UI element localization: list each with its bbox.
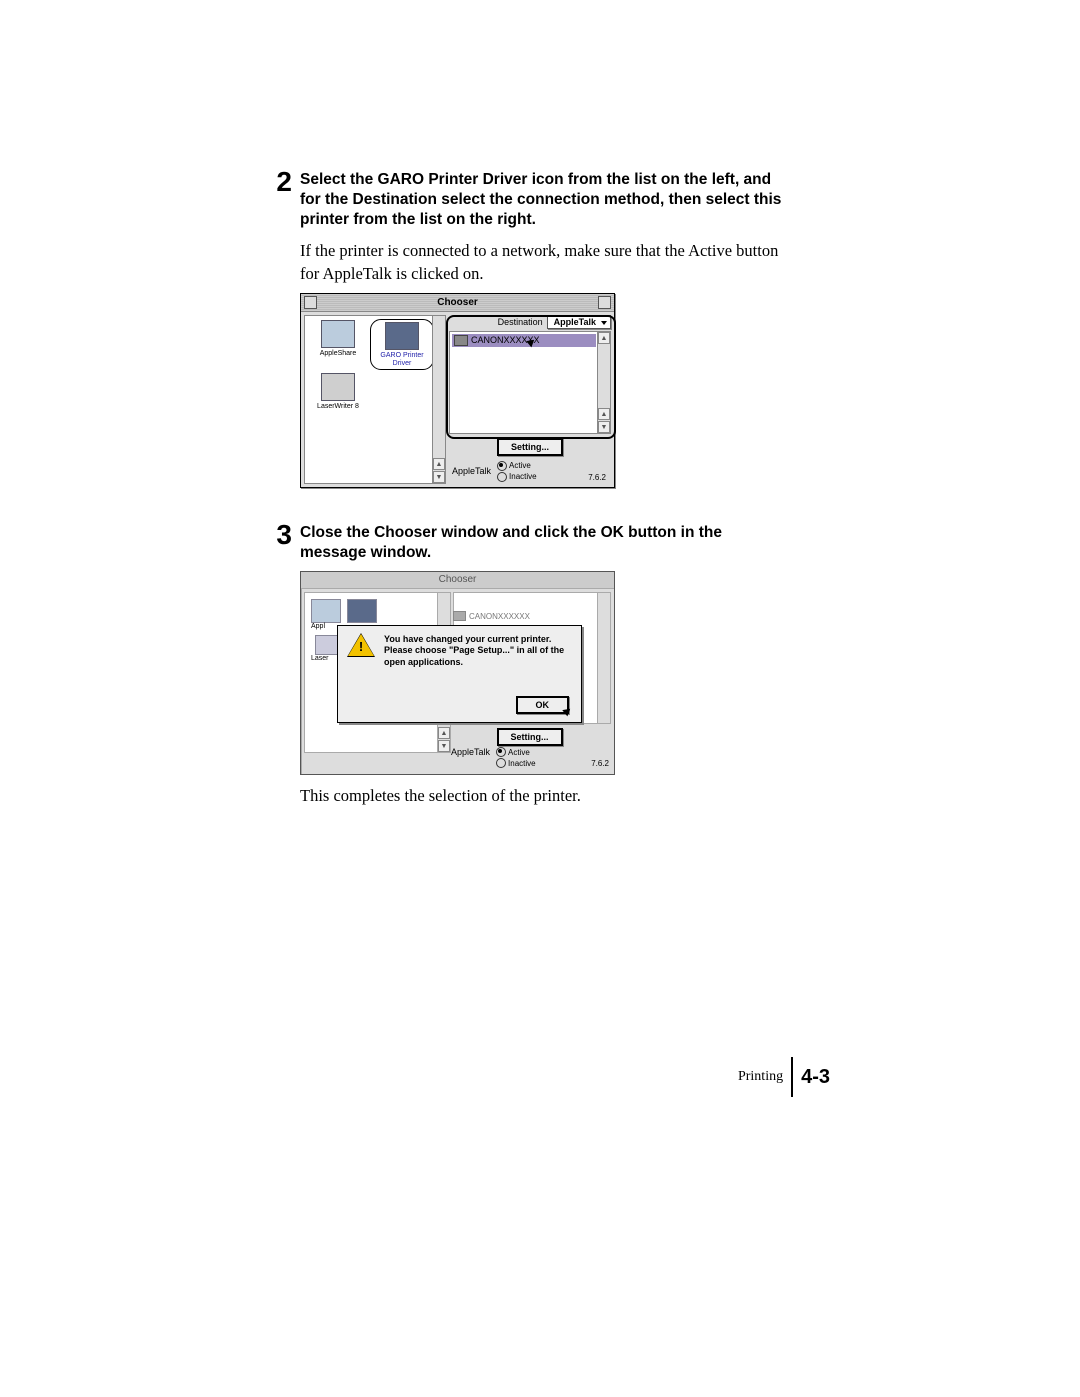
garo-driver-label: GARO Printer Driver <box>373 352 431 367</box>
chooser2-label1: Appl <box>311 623 325 630</box>
step-3-body: Close the Chooser window and click the O… <box>300 523 790 563</box>
footer-divider <box>791 1057 793 1097</box>
appleshare-icon-cell[interactable]: AppleShare <box>309 320 367 369</box>
destination-label: Destination <box>498 317 543 327</box>
chooser1-printer-list: CANONXXXXXX ▲ ▲ ▼ <box>449 331 611 434</box>
chooser2-version: 7.6.2 <box>591 759 611 768</box>
dialog-inner: ! You have changed your current printer.… <box>348 634 571 668</box>
dialog-message: You have changed your current printer. P… <box>384 634 571 668</box>
scroll-down-arrow-icon[interactable]: ▼ <box>598 421 610 433</box>
destination-dropdown[interactable]: AppleTalk <box>547 315 611 329</box>
appleshare-icon <box>321 320 355 348</box>
appleshare-label: AppleShare <box>309 350 367 358</box>
step-3-instruction: Close the Chooser window and click the O… <box>300 523 790 563</box>
chooser2-setting-row: Setting... <box>451 727 608 746</box>
garo-printer-icon <box>385 322 419 350</box>
chooser2-right-scrollbar[interactable] <box>597 593 610 723</box>
setting-button[interactable]: Setting... <box>497 438 563 456</box>
appletalk-label: AppleTalk <box>452 466 491 476</box>
radio-on-icon <box>496 747 506 757</box>
footer-page-number: 4-3 <box>801 1066 830 1089</box>
radio-inactive[interactable]: Inactive <box>497 472 537 482</box>
step-2: 2 Select the GARO Printer Driver icon fr… <box>260 170 790 230</box>
page-footer: Printing 4-3 <box>738 1057 830 1097</box>
printer-list-item: CANONXXXXXX <box>453 611 596 621</box>
radio-active[interactable]: Active <box>497 461 537 471</box>
radio-off-icon <box>496 758 506 768</box>
laserwriter-label: LaserWriter 8 <box>309 403 367 411</box>
dialog-ok-row: OK <box>516 695 570 714</box>
scroll-down-arrow-icon[interactable]: ▼ <box>433 471 445 483</box>
step-2-instruction: Select the GARO Printer Driver icon from… <box>300 170 790 230</box>
chooser2-appletalk-row: AppleTalk Active Inactive 7.6.2 <box>451 747 611 768</box>
radio-on-icon <box>497 461 507 471</box>
laserwriter-icon-cell[interactable]: LaserWriter 8 <box>309 373 367 411</box>
chooser1-right-scrollbar[interactable]: ▲ ▲ ▼ <box>597 332 610 433</box>
chooser2-title: Chooser <box>301 572 614 589</box>
radio-inactive-label: Inactive <box>509 472 537 481</box>
page: 2 Select the GARO Printer Driver icon fr… <box>0 0 1080 1397</box>
scroll-up-arrow-icon[interactable]: ▲ <box>598 332 610 344</box>
chooser1-version: 7.6.2 <box>588 473 608 482</box>
chooser1-destination-row: Destination AppleTalk <box>449 315 611 329</box>
chooser1-driver-list: AppleShare GARO Printer Driver LaserWrit… <box>304 315 446 484</box>
chooser1-titlebar: Chooser <box>301 294 614 312</box>
printer-icon <box>453 611 466 621</box>
radio-active-label: Active <box>509 461 531 470</box>
chooser1-icons: AppleShare GARO Printer Driver LaserWrit… <box>305 316 445 415</box>
message-dialog: ! You have changed your current printer.… <box>337 625 582 723</box>
radio-active-label: Active <box>508 748 530 757</box>
appletalk-label: AppleTalk <box>451 747 490 757</box>
radio-inactive[interactable]: Inactive <box>496 758 536 768</box>
step-2-number: 2 <box>260 168 292 196</box>
printer-list-item[interactable]: CANONXXXXXX <box>452 334 596 347</box>
chooser2-icons <box>311 599 377 623</box>
printer-icon <box>454 335 468 346</box>
zoom-box-icon[interactable] <box>598 296 611 309</box>
scroll-up-arrow-icon[interactable]: ▲ <box>438 727 450 739</box>
content-area: 2 Select the GARO Printer Driver icon fr… <box>260 170 790 808</box>
cursor-arrow-icon <box>562 706 573 717</box>
footer-section-label: Printing <box>738 1069 791 1085</box>
radio-off-icon <box>497 472 507 482</box>
chooser2-body: Destination AppleTalk Appl Laser ▲ ▼ <box>301 589 614 774</box>
scroll-down-arrow-icon[interactable]: ▼ <box>438 740 450 752</box>
chooser2-label2: Laser <box>311 655 329 662</box>
garo-printer-icon <box>347 599 377 623</box>
chooser-window-2: Chooser Destination AppleTalk Appl Laser… <box>300 571 615 775</box>
chooser1-body: AppleShare GARO Printer Driver LaserWrit… <box>301 312 614 487</box>
ok-button[interactable]: OK <box>516 696 570 714</box>
scroll-up2-arrow-icon[interactable]: ▲ <box>598 408 610 420</box>
step-3-conclusion: This completes the selection of the prin… <box>300 785 790 807</box>
chooser1-left-scrollbar[interactable]: ▲ ▼ <box>432 316 445 483</box>
scroll-up-arrow-icon[interactable]: ▲ <box>433 458 445 470</box>
step-2-body: Select the GARO Printer Driver icon from… <box>300 170 790 230</box>
appleshare-icon <box>311 599 341 623</box>
appletalk-radio-group: Active Inactive <box>496 747 536 768</box>
radio-inactive-label: Inactive <box>508 759 536 768</box>
step-2-note: If the printer is connected to a network… <box>300 240 790 285</box>
garo-driver-icon-cell[interactable]: GARO Printer Driver <box>371 320 433 369</box>
printer-name: CANONXXXXXX <box>469 612 530 621</box>
chooser1-setting-row: Setting... <box>449 437 611 456</box>
radio-active[interactable]: Active <box>496 747 536 757</box>
appletalk-radio-group: Active Inactive <box>497 461 537 482</box>
setting-button[interactable]: Setting... <box>497 728 563 746</box>
step-3-number: 3 <box>260 521 292 549</box>
chooser1-right-pane: Destination AppleTalk CANONXXXXXX ▲ ▲ <box>449 315 611 484</box>
chooser1-appletalk-row: AppleTalk Active Inactive 7.6.2 <box>449 459 611 484</box>
laserwriter-icon <box>321 373 355 401</box>
step-3: 3 Close the Chooser window and click the… <box>260 523 790 563</box>
chooser1-title: Chooser <box>301 294 614 311</box>
warning-icon: ! <box>348 634 374 658</box>
chooser-window-1: Chooser AppleShare GARO Printer Driver <box>300 293 615 488</box>
